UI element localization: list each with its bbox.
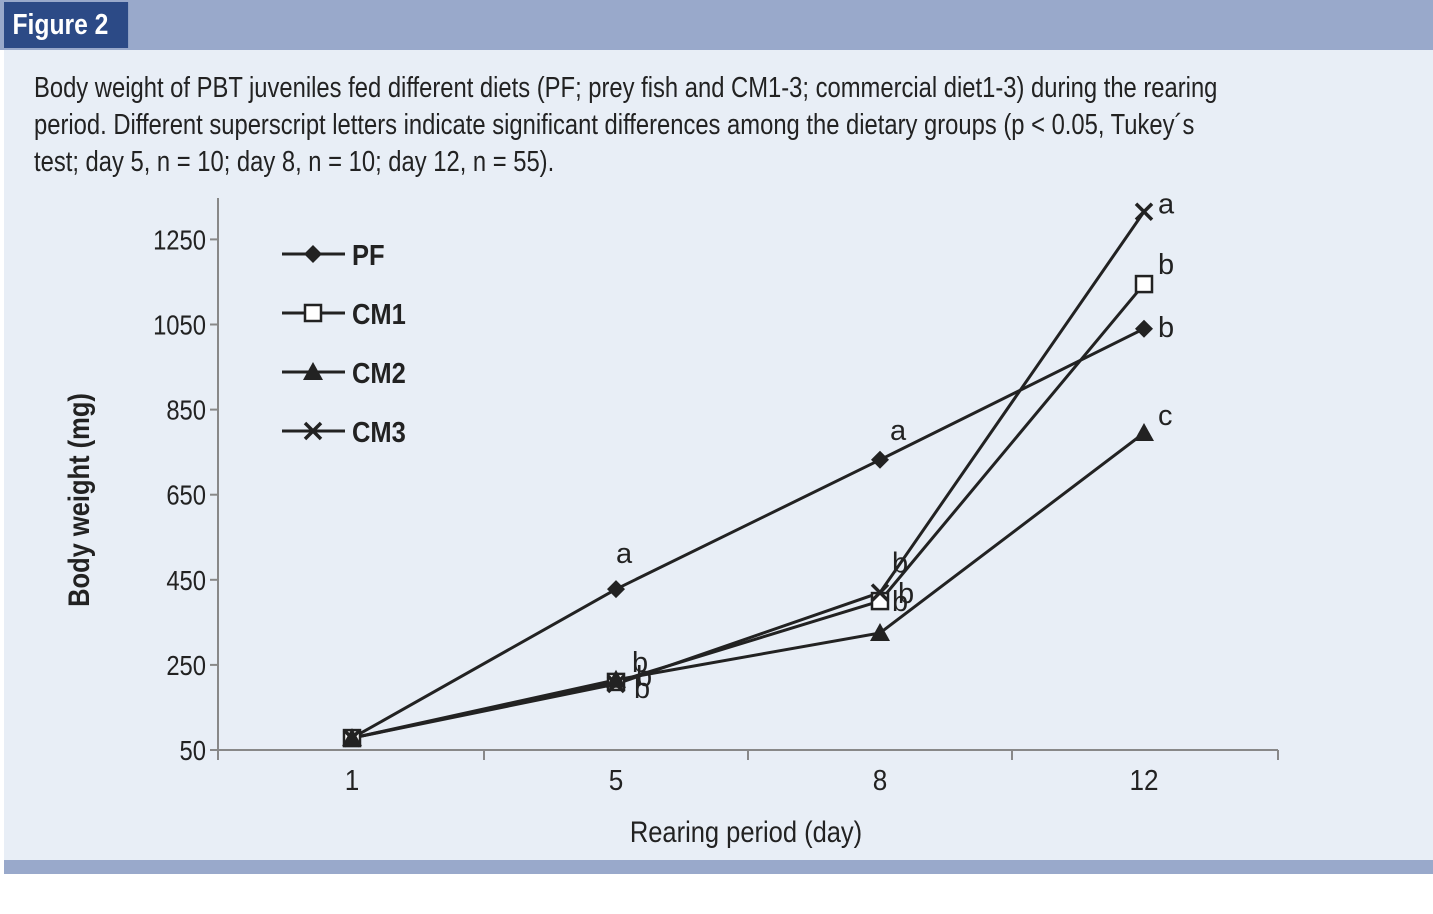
legend-marker-cm2 [303,362,323,380]
data-point-cm3 [870,583,890,602]
data-point-cm2 [606,669,626,688]
y-tick-label: 50 [180,734,206,766]
data-point-pf [871,450,889,469]
legend-label-cm2: CM2 [352,356,406,389]
figure-panel [4,50,1433,860]
significance-letter-cm2: b [892,586,908,618]
y-tick-label: 650 [166,479,206,511]
footer-band [4,860,1433,874]
significance-letter-cm1: b [1158,249,1174,281]
x-tick-label: 1 [345,764,360,797]
y-axis-label: Body weight (mg) [62,393,95,607]
legend-marker-cm3 [303,421,323,441]
y-tick-label: 850 [166,394,206,426]
figure-caption: Body weight of PBT juveniles fed differe… [34,70,1346,181]
data-point-cm3 [606,674,626,694]
x-tick-label: 8 [873,764,888,797]
caption-line-1: Body weight of PBT juveniles fed differe… [34,72,1218,104]
data-point-pf [1135,319,1153,338]
series-line-pf [351,327,1145,740]
y-tick-label: 250 [166,649,206,681]
x-tick-label: 12 [1129,764,1158,797]
y-ticks: 50 250 450 650 850 1050 1250 [153,224,218,766]
series-line-cm3 [351,210,1146,740]
caption-line-2: period. Different superscript letters in… [34,109,1195,141]
series-line-cm2 [351,431,1145,740]
data-point-cm3 [342,728,362,748]
legend-label-pf: PF [352,238,385,271]
significance-letter-cm1: b [636,661,652,693]
y-tick-label: 1050 [153,309,206,341]
significance-letter-cm1: b [898,578,914,610]
caption-line-3: test; day 5, n = 10; day 8, n = 10; day … [34,146,555,178]
legend-label-cm3: CM3 [352,415,406,448]
series-lines [351,210,1146,740]
significance-letter-cm3: b [632,647,648,679]
significance-letter-cm3: b [892,548,908,580]
legend-marker-pf [304,245,322,263]
chart-axes [217,198,1278,751]
legend-marker-cm1 [303,303,323,323]
x-axis-label: Rearing period (day) [630,815,862,848]
significance-letter-pf: b [1158,312,1174,344]
data-point-cm2 [1134,423,1154,442]
chart-legend: PF CM1 CM2 CM3 [282,238,406,448]
data-point-cm1 [870,591,890,611]
x-ticks: 1 5 8 12 [217,750,1279,797]
data-point-pf [607,580,625,599]
y-tick-label: 1250 [153,224,206,256]
figure-label: Figure 2 [4,2,129,48]
significance-letter-pf: a [890,415,907,447]
series-markers [342,202,1154,748]
data-point-cm3 [1134,202,1154,221]
significance-letter-cm3: a [1158,189,1175,221]
x-tick-label: 5 [609,764,624,797]
header-band [0,0,1433,50]
data-point-cm1 [1134,274,1154,294]
legend-label-cm1: CM1 [352,297,406,330]
significance-letter-cm2: b [634,673,650,705]
significance-letter-pf: a [616,538,633,570]
data-point-cm2 [870,622,890,641]
significance-letter-cm2: c [1158,400,1173,432]
y-tick-label: 450 [166,564,206,596]
